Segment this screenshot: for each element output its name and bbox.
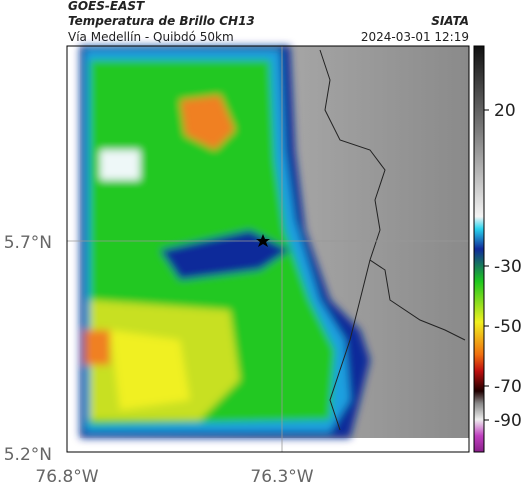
region: Vía Medellín - Quibdó 50km: [68, 30, 234, 44]
source: SIATA: [431, 14, 469, 28]
colorbar-label: -70: [494, 377, 522, 397]
colorbar: [473, 45, 485, 453]
colorbar-label: 20: [494, 101, 516, 121]
lon-label: 76.3°W: [250, 467, 313, 487]
lat-label: 5.2°N: [4, 445, 52, 465]
lat-label: 5.7°N: [4, 233, 52, 253]
satellite-image: [66, 45, 470, 453]
colorbar-label: -90: [494, 411, 522, 431]
lon-label: 76.8°W: [35, 467, 98, 487]
timestamp: 2024-03-01 12:19: [361, 30, 469, 44]
colorbar-label: -30: [494, 257, 522, 277]
title: GOES-EAST: [68, 0, 145, 13]
subtitle: Temperatura de Brillo CH13: [68, 14, 255, 28]
colorbar-label: -50: [494, 317, 522, 337]
